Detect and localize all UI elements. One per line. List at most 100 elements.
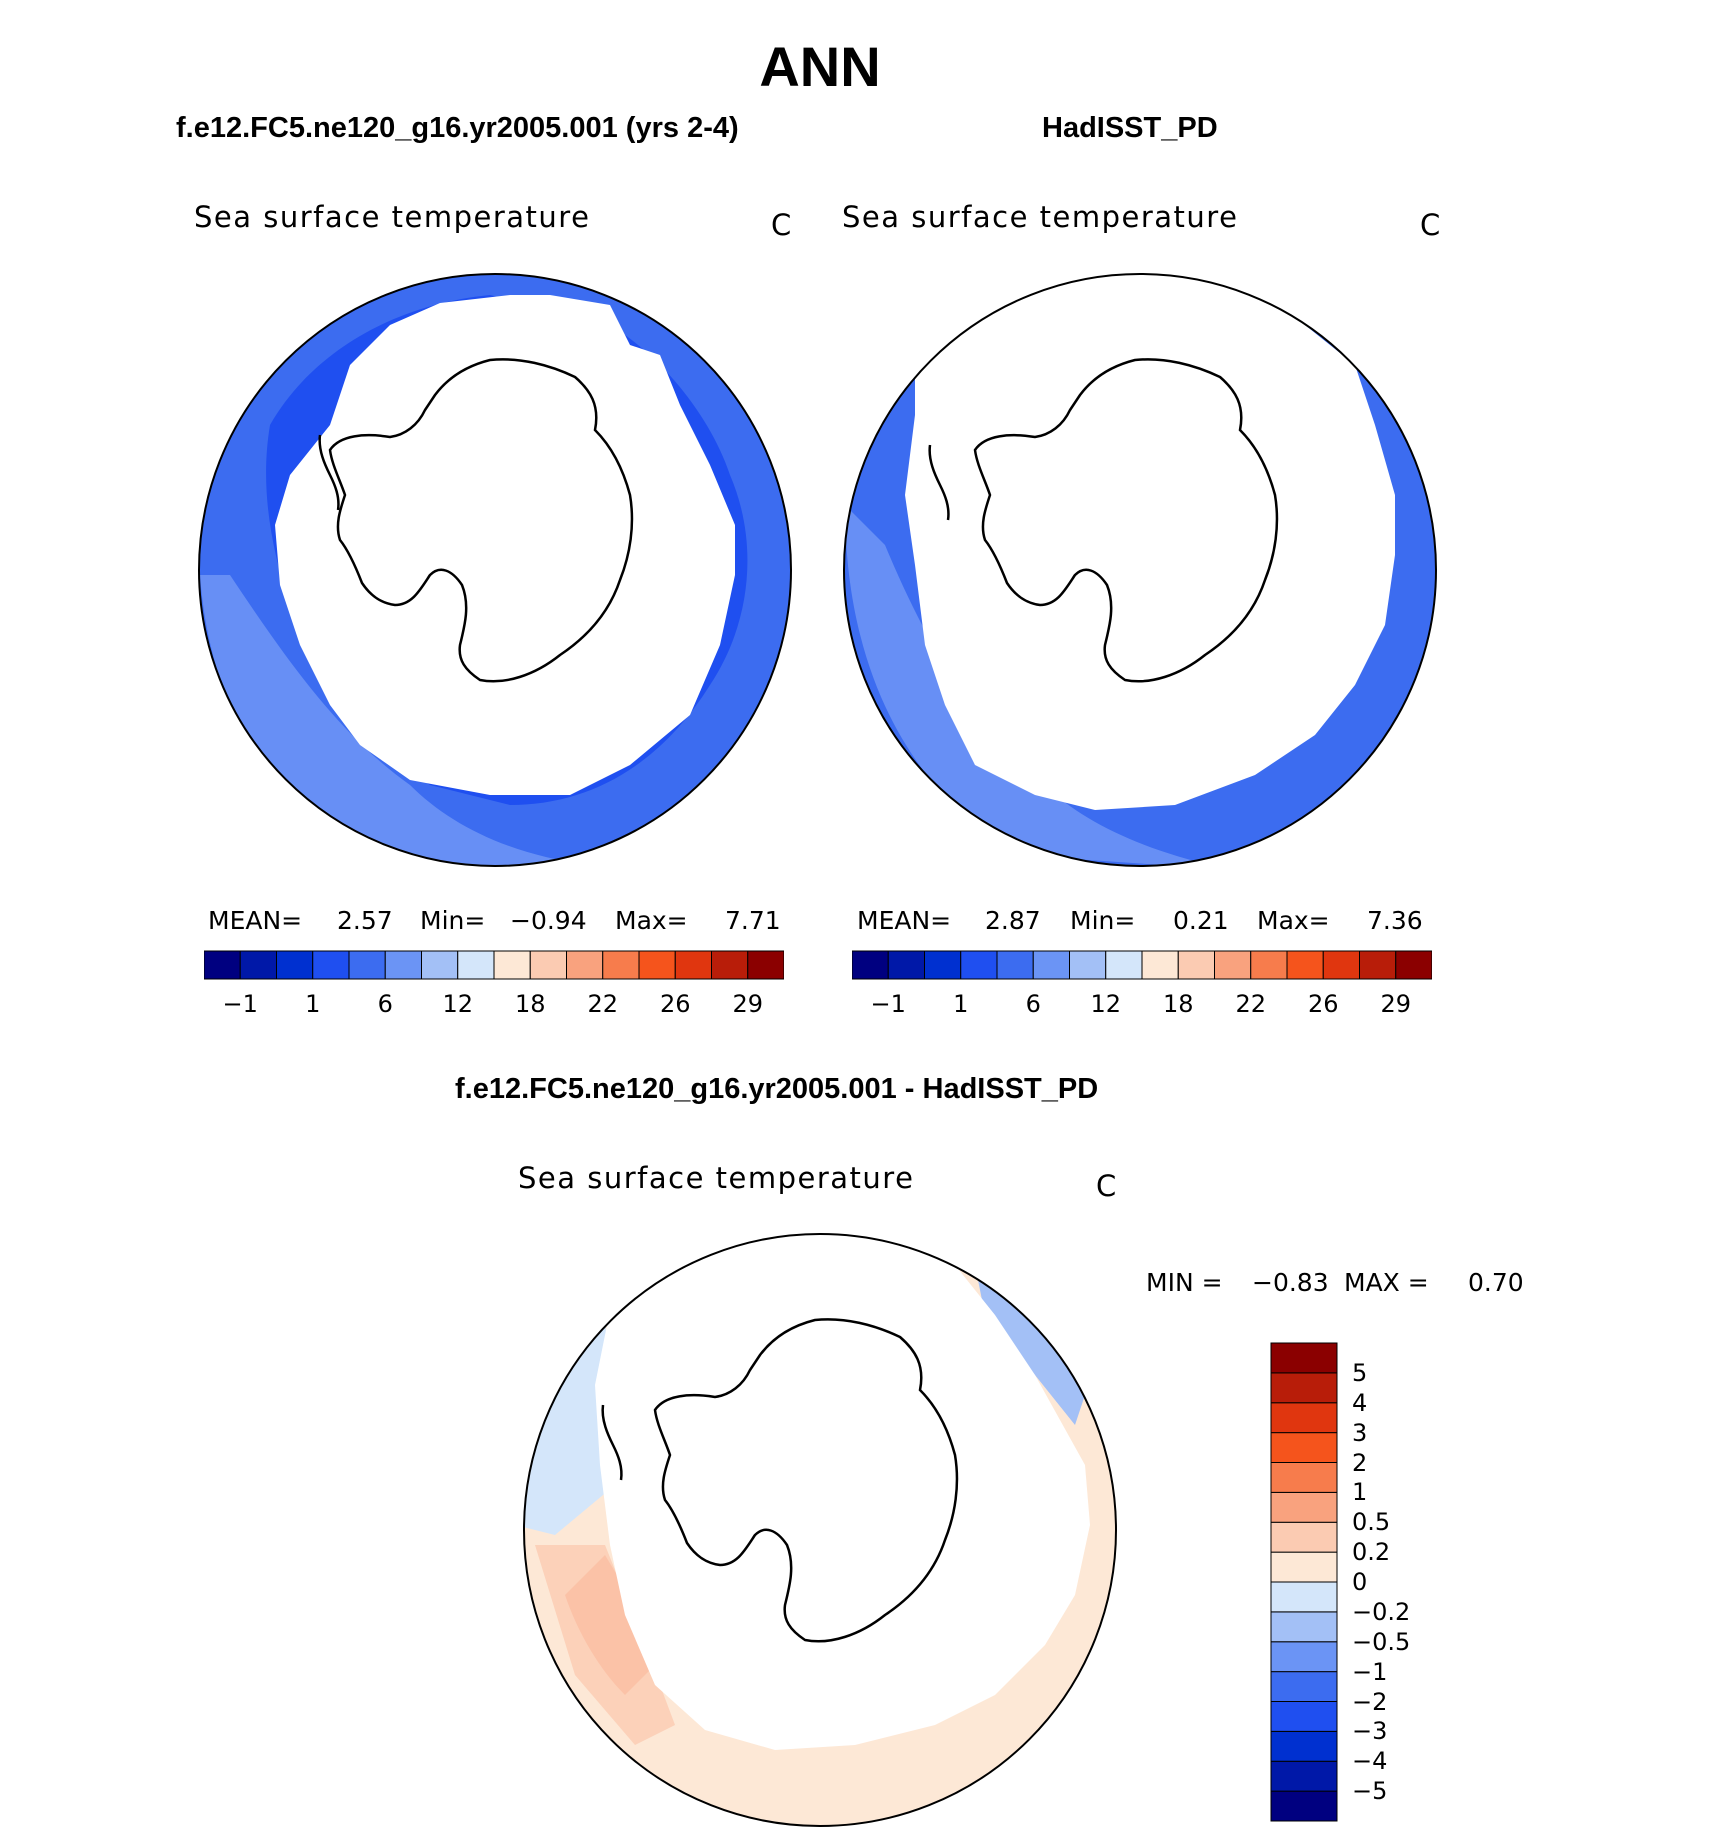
colorbar-tick-label: 0.2 — [1352, 1538, 1391, 1567]
panel1-min-value: −0.94 — [510, 906, 587, 935]
colorbar-swatch — [1069, 950, 1107, 980]
colorbar-tick-label: 1 — [1352, 1478, 1368, 1507]
colorbar-tick-label: −5 — [1352, 1777, 1388, 1806]
colorbar-swatch — [1270, 1581, 1338, 1613]
colorbar-swatch — [457, 950, 495, 980]
panel3-max-value: 0.70 — [1468, 1268, 1524, 1297]
colorbar-swatch — [312, 950, 350, 980]
figure-title: ANN — [759, 35, 881, 98]
colorbar-tick-label: −3 — [1352, 1717, 1388, 1746]
colorbar-tick-label: 6 — [377, 990, 393, 1018]
colorbar-tick-label: −1 — [222, 990, 258, 1018]
colorbar-swatch — [960, 950, 998, 980]
colorbar-swatch — [711, 950, 749, 980]
colorbar-swatch — [1270, 1402, 1338, 1434]
colorbar-swatch — [1270, 1372, 1338, 1404]
panel3-missing-area — [595, 1234, 1090, 1750]
panel2-title: HadISST_PD — [1042, 112, 1218, 144]
colorbar-swatch — [1270, 1521, 1338, 1553]
colorbar-tick-label: −1 — [870, 990, 906, 1018]
panel3-colorbar — [1270, 1342, 1338, 1822]
panel1-map — [198, 273, 792, 867]
panel3-field-label: Sea surface temperature — [518, 1161, 915, 1195]
colorbar-swatch — [566, 950, 604, 980]
colorbar-swatch — [1270, 1432, 1338, 1463]
colorbar-swatch — [1270, 1462, 1338, 1493]
colorbar-swatch — [239, 950, 277, 980]
colorbar-swatch — [348, 950, 386, 980]
colorbar-swatch — [638, 950, 676, 980]
colorbar-swatch — [421, 950, 459, 980]
colorbar-swatch — [1214, 950, 1252, 980]
colorbar-swatch — [852, 950, 889, 980]
panel1-max-value: 7.71 — [725, 906, 781, 935]
colorbar-swatch — [1270, 1760, 1338, 1792]
colorbar-tick-label: 2 — [1352, 1448, 1368, 1477]
colorbar-swatch — [924, 950, 962, 980]
panel3-title: f.e12.FC5.ne120_g16.yr2005.001 - HadISST… — [455, 1073, 1099, 1105]
colorbar-swatch — [1270, 1491, 1338, 1523]
colorbar-swatch — [1286, 950, 1324, 980]
colorbar-tick-label: −4 — [1352, 1747, 1388, 1776]
panel2-antarctica-outline — [973, 358, 1279, 683]
colorbar-tick-label: −0.2 — [1352, 1597, 1411, 1626]
colorbar-tick-label: 18 — [1162, 990, 1194, 1018]
colorbar-tick-label: 29 — [732, 990, 764, 1018]
panel1-max-label: Max= — [615, 906, 688, 935]
colorbar-swatch — [1270, 1701, 1338, 1732]
panel3-mid-positive — [535, 1545, 675, 1745]
panel2-warm-band — [845, 505, 1235, 866]
panel1-sea-ice-area — [275, 295, 735, 795]
colorbar-swatch — [1359, 950, 1397, 980]
panel3-antarctica-outline — [653, 1318, 959, 1643]
panel2-field-label: Sea surface temperature — [842, 200, 1239, 234]
colorbar-swatch — [1177, 950, 1215, 980]
panel2-map — [843, 273, 1437, 867]
colorbar-tick-label: 4 — [1352, 1388, 1368, 1417]
colorbar-tick-label: 22 — [587, 990, 619, 1018]
colorbar-swatch — [1322, 950, 1360, 980]
colorbar-tick-label: 1 — [305, 990, 321, 1018]
panel2-mean-value: 2.87 — [985, 906, 1041, 935]
colorbar-tick-label: 26 — [659, 990, 691, 1018]
colorbar-tick-label: 22 — [1235, 990, 1267, 1018]
colorbar-swatch — [1032, 950, 1070, 980]
panel1-title: f.e12.FC5.ne120_g16.yr2005.001 (yrs 2-4) — [176, 112, 739, 144]
colorbar-tick-label: 5 — [1352, 1358, 1368, 1387]
colorbar-swatch — [384, 950, 422, 980]
colorbar-swatch — [276, 950, 314, 980]
panel1-colorbar — [204, 950, 784, 980]
colorbar-swatch — [529, 950, 567, 980]
colorbar-swatch — [602, 950, 640, 980]
colorbar-swatch — [1270, 1551, 1338, 1583]
panel2-max-label: Max= — [1257, 906, 1330, 935]
colorbar-tick-label: −2 — [1352, 1687, 1388, 1716]
panel1-field-label: Sea surface temperature — [194, 200, 591, 234]
colorbar-swatch — [1270, 1730, 1338, 1762]
colorbar-swatch — [747, 950, 784, 980]
colorbar-swatch — [1270, 1790, 1338, 1822]
colorbar-swatch — [1270, 1671, 1338, 1702]
panel1-units: C — [771, 208, 792, 242]
colorbar-swatch — [1270, 1611, 1338, 1643]
colorbar-swatch — [493, 950, 531, 980]
panel2-colorbar — [852, 950, 1432, 980]
colorbar-swatch — [996, 950, 1034, 980]
panel2-mean-label: MEAN= — [857, 906, 952, 935]
panel1-mean-label: MEAN= — [208, 906, 303, 935]
colorbar-tick-label: 1 — [953, 990, 969, 1018]
panel1-antarctica-outline — [328, 358, 634, 683]
colorbar-swatch — [1270, 1342, 1338, 1374]
colorbar-tick-label: 0.5 — [1352, 1508, 1391, 1537]
colorbar-tick-label: −0.5 — [1352, 1627, 1411, 1656]
colorbar-tick-label: 12 — [442, 990, 474, 1018]
colorbar-tick-label: 6 — [1025, 990, 1041, 1018]
colorbar-swatch — [1395, 950, 1432, 980]
colorbar-swatch — [1250, 950, 1288, 980]
panel3-map — [523, 1233, 1117, 1827]
colorbar-tick-label: 0 — [1352, 1568, 1368, 1596]
colorbar-swatch — [887, 950, 925, 980]
colorbar-tick-label: 18 — [514, 990, 546, 1018]
panel2-units: C — [1420, 208, 1441, 242]
colorbar-swatch — [1270, 1641, 1338, 1673]
